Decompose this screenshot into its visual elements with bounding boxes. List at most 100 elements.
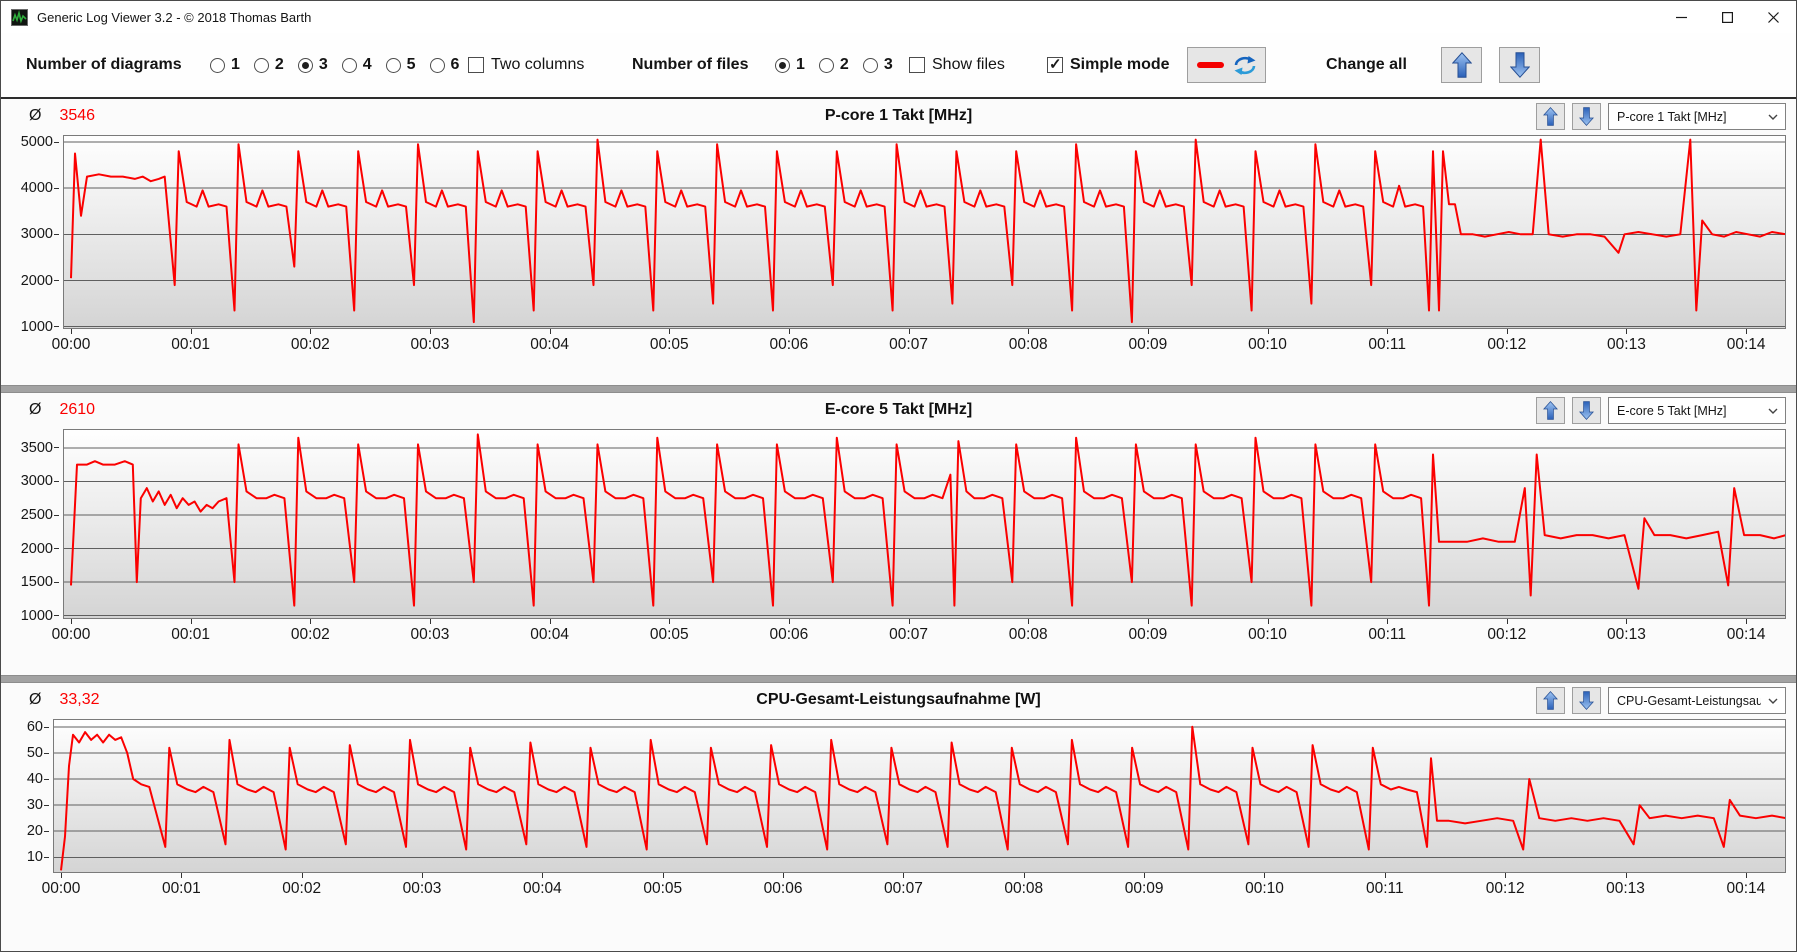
y-tick-label: 4000: [21, 179, 59, 197]
y-tick-label: 10: [27, 848, 49, 866]
checkbox-icon: [1047, 55, 1063, 73]
move-up-button[interactable]: [1536, 103, 1565, 130]
y-tick-label: 3000: [21, 225, 59, 243]
chart-controls: CPU-Gesamt-Leistungsau: [1536, 687, 1786, 714]
y-axis-labels: 5000 4000 3000 2000 1000: [1, 134, 59, 335]
x-tick-label: 00:00: [51, 336, 91, 353]
down-arrow-icon: [1579, 401, 1594, 420]
y-tick-label: 2000: [21, 540, 59, 558]
y-tick-label: 2000: [21, 272, 59, 290]
move-down-button[interactable]: [1572, 397, 1601, 424]
diagrams-radio-group: 1 2 3 4 5 6: [210, 33, 459, 97]
y-tick-label: 2500: [21, 506, 59, 524]
y-tick-label: 3500: [21, 439, 59, 457]
x-tick-mark: [908, 329, 910, 334]
two-columns-group: Two columns: [468, 33, 584, 97]
chart-panel-pcore: Ø 3546 P-core 1 Takt [MHz] P-core 1 Takt…: [1, 99, 1796, 385]
x-tick-label: 00:11: [1368, 336, 1406, 353]
x-tick-mark: [310, 329, 312, 334]
metric-dropdown[interactable]: CPU-Gesamt-Leistungsau: [1608, 687, 1786, 714]
simple-mode-checkbox[interactable]: Simple mode: [1047, 55, 1170, 74]
x-tick-label: 00:10: [1245, 880, 1284, 897]
average-readout: Ø 3546: [29, 107, 95, 125]
x-tick-mark: [71, 329, 72, 334]
y-tick-label: 60: [27, 718, 49, 736]
diagrams-radio-1[interactable]: 1: [210, 56, 240, 74]
x-tick-label: 00:14: [1726, 336, 1766, 353]
chart-title: E-core 5 Takt [MHz]: [824, 401, 973, 418]
x-tick-mark: [549, 329, 551, 334]
x-tick-mark: [61, 873, 62, 878]
x-axis-labels: 00:00 00:01 00:02 00:03 00:04 00:05 00:06 00:07…: [42, 873, 1786, 905]
diagrams-radio-2[interactable]: 2: [253, 56, 284, 74]
x-axis-labels: 00:00 00:01 00:02 00:03 00:04 00:05 00:06 00:07…: [52, 329, 1786, 361]
show-files-checkbox[interactable]: Show files: [909, 56, 1005, 74]
x-tick-mark: [1144, 873, 1146, 878]
files-radio-3[interactable]: 3: [862, 56, 893, 74]
metric-dropdown[interactable]: P-core 1 Takt [MHz]: [1608, 103, 1786, 130]
average-value: 2610: [59, 401, 96, 418]
diagrams-radio-5[interactable]: 5: [385, 56, 416, 74]
change-all-down-button[interactable]: [1499, 47, 1540, 83]
chart-plot: [63, 429, 1786, 619]
plot-area: [53, 719, 1786, 873]
x-tick-mark: [1384, 873, 1386, 878]
x-tick-mark: [1746, 329, 1748, 334]
y-tick-label: 40: [27, 770, 49, 788]
x-tick-label: 00:14: [1726, 880, 1766, 897]
charts-region: Ø 3546 P-core 1 Takt [MHz] P-core 1 Takt…: [1, 99, 1796, 951]
y-axis-labels: 60 50 40 30 20 10: [1, 719, 49, 873]
x-tick-label: 00:12: [1485, 880, 1525, 897]
down-arrow-icon: [1509, 52, 1530, 78]
move-up-button[interactable]: [1536, 687, 1565, 714]
up-arrow-icon: [1451, 52, 1472, 78]
files-radio-2[interactable]: 2: [818, 56, 849, 74]
window-controls: [1658, 1, 1796, 33]
y-tick-label: 1500: [21, 573, 59, 591]
minimize-button[interactable]: [1658, 1, 1704, 33]
move-up-button[interactable]: [1536, 397, 1565, 424]
x-tick-mark: [1506, 619, 1508, 624]
line-color-refresh-button[interactable]: [1187, 47, 1266, 83]
x-tick-label: 00:11: [1368, 626, 1406, 643]
move-down-button[interactable]: [1572, 687, 1601, 714]
y-tick-label: 1000: [21, 318, 59, 336]
x-tick-mark: [788, 619, 790, 624]
maximize-button[interactable]: [1704, 1, 1750, 33]
simple-mode-group: Simple mode: [1047, 33, 1170, 97]
chart-header: Ø 33,32 CPU-Gesamt-Leistungsaufnahme [W]…: [1, 683, 1796, 719]
move-down-button[interactable]: [1572, 103, 1601, 130]
down-arrow-icon: [1579, 691, 1594, 710]
x-tick-label: 00:05: [649, 336, 689, 353]
x-tick-mark: [783, 873, 785, 878]
average-value: 3546: [59, 107, 96, 124]
two-columns-checkbox[interactable]: Two columns: [468, 56, 584, 74]
x-tick-label: 00:10: [1248, 626, 1287, 643]
chart-title: P-core 1 Takt [MHz]: [824, 107, 973, 124]
panel-splitter[interactable]: [1, 385, 1796, 393]
diagrams-radio-3[interactable]: 3: [297, 56, 328, 74]
chart-plot: [63, 135, 1786, 329]
files-radio-1[interactable]: 1: [775, 56, 805, 74]
x-tick-mark: [1387, 619, 1389, 624]
metric-dropdown[interactable]: E-core 5 Takt [MHz]: [1608, 397, 1786, 424]
x-tick-mark: [1264, 873, 1266, 878]
x-tick-mark: [429, 619, 431, 624]
files-label: Number of files: [632, 56, 749, 73]
x-tick-label: 00:00: [41, 880, 81, 897]
up-arrow-icon: [1543, 691, 1558, 710]
diagrams-radio-6[interactable]: 6: [429, 56, 459, 74]
x-tick-mark: [310, 619, 312, 624]
toolbar: Number of diagrams 1 2 3 4 5 6 Two colum…: [1, 33, 1796, 97]
chevron-down-icon: [1768, 408, 1778, 414]
y-tick-label: 3000: [21, 472, 59, 490]
x-tick-label: 00:08: [1008, 336, 1048, 353]
diagrams-radio-4[interactable]: 4: [341, 56, 372, 74]
refresh-icon: [1234, 55, 1255, 75]
close-button[interactable]: [1750, 1, 1796, 33]
chart-controls: P-core 1 Takt [MHz]: [1536, 103, 1786, 130]
change-all-up-button[interactable]: [1441, 47, 1482, 83]
panel-splitter[interactable]: [1, 675, 1796, 683]
y-tick-label: 20: [27, 822, 49, 840]
x-tick-label: 00:09: [1128, 336, 1168, 353]
